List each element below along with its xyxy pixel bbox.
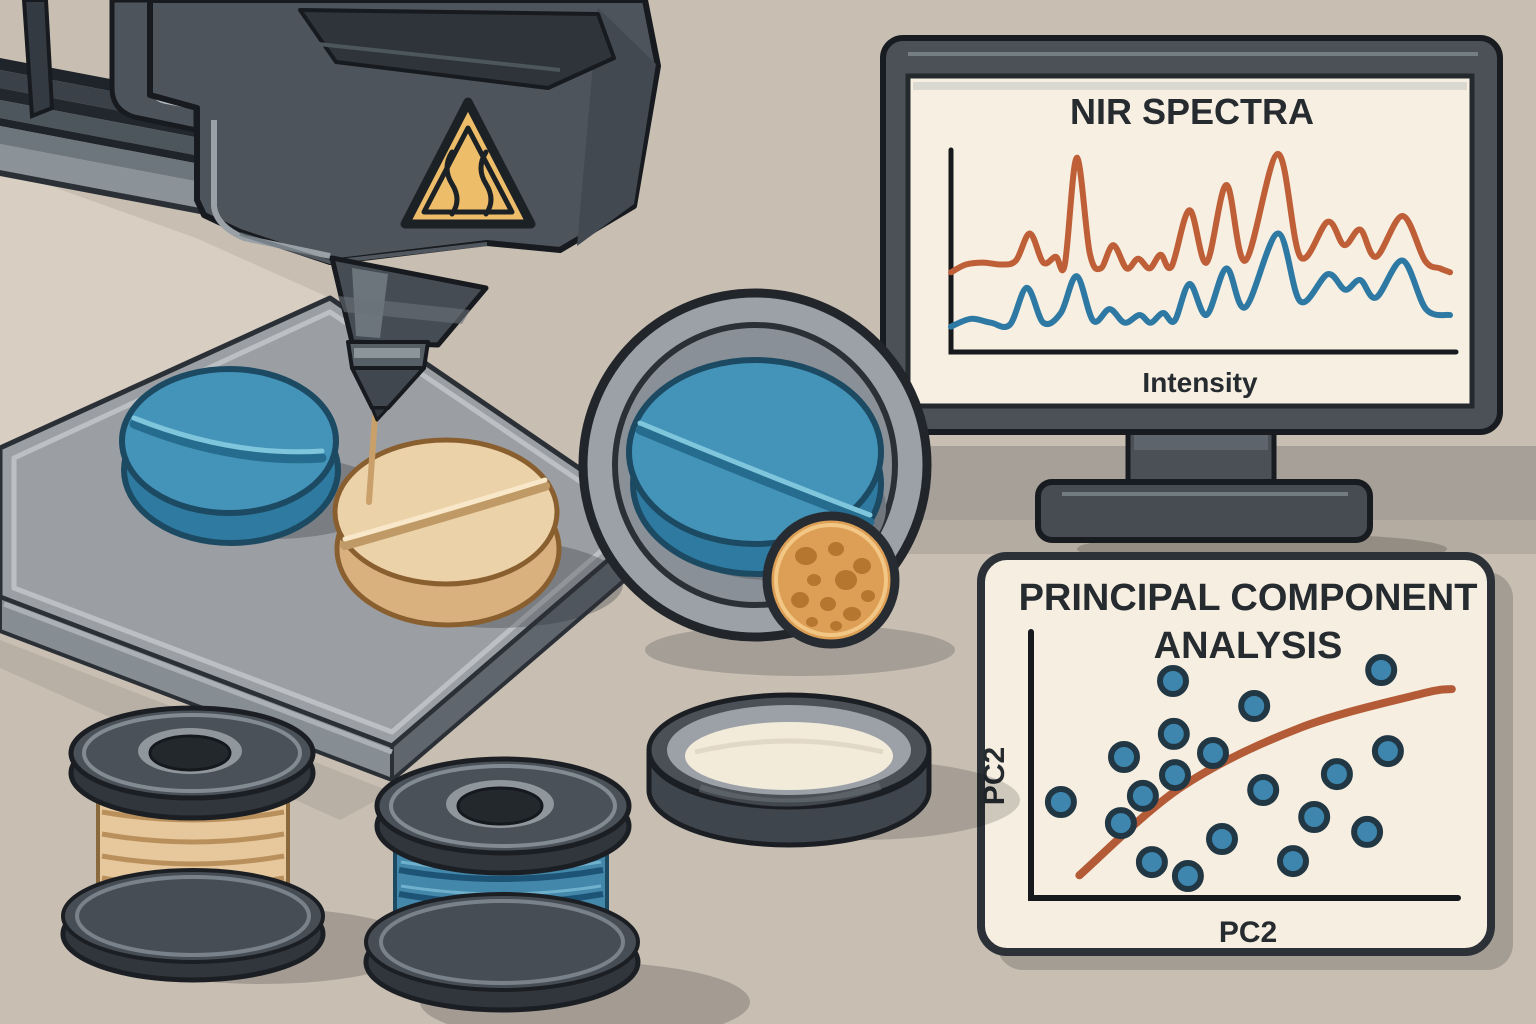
head-bevel-highlight	[211, 120, 331, 259]
pca-data-point	[1247, 774, 1280, 806]
pca-data-point	[1157, 717, 1190, 750]
pca-data-point	[1159, 759, 1191, 792]
pca-title-line1: PRINCIPAL COMPONENT	[1019, 577, 1478, 619]
pca-scatter-points	[1044, 654, 1404, 892]
pca-data-point	[1320, 758, 1353, 791]
hot-surface-warning-icon	[400, 97, 536, 229]
extruded-filament-strand	[366, 413, 378, 505]
tablet-score-line	[635, 425, 875, 527]
pca-data-point	[1371, 735, 1404, 768]
pca-data-point	[1206, 823, 1238, 855]
tablet-score-line	[129, 419, 327, 464]
pca-data-point	[1135, 846, 1168, 879]
pca-data-point	[1044, 786, 1077, 818]
pca-data-point	[1298, 801, 1331, 833]
monitor-base	[1035, 479, 1373, 543]
monitor: NIR SPECTRA Intensity	[880, 35, 1503, 565]
petri-dish	[646, 692, 1020, 848]
pca-data-point	[1108, 741, 1140, 773]
spool-hub-hole	[148, 734, 232, 772]
magnified-tablet-blue	[626, 357, 884, 577]
pca-data-point	[1277, 845, 1309, 878]
pca-panel: PRINCIPAL COMPONENT ANALYSIS PC2 PC2	[977, 552, 1513, 970]
pca-data-point	[1171, 860, 1204, 892]
spectrum-line-blue	[948, 230, 1453, 330]
pca-axes	[1028, 629, 1461, 901]
pca-x-label: PC2	[1219, 916, 1277, 949]
dish-side-highlight	[698, 782, 882, 807]
pca-title-line2: ANALYSIS	[1154, 625, 1343, 667]
filament-spool-tan	[60, 705, 420, 984]
pca-data-point	[1126, 779, 1159, 812]
spectrum-line-red	[948, 150, 1453, 276]
magnifier-inset	[578, 288, 955, 676]
pca-data-point	[1238, 690, 1271, 722]
dish-contents	[685, 722, 893, 790]
nir-chart-title: NIR SPECTRA	[1070, 91, 1314, 132]
filament-spool-blue	[363, 756, 750, 1024]
head-bottom-bevel	[239, 232, 488, 264]
pca-trend-line	[1075, 685, 1456, 880]
screen-glare	[913, 82, 1467, 90]
spool-hub-hole	[456, 786, 544, 826]
pca-data-point	[1365, 654, 1398, 686]
pca-y-label: PC2	[978, 747, 1011, 805]
plate-side-highlight	[3, 601, 393, 755]
printer-head	[109, 0, 661, 422]
nir-spectra-chart: NIR SPECTRA Intensity	[948, 91, 1459, 398]
recess-lip	[317, 42, 561, 72]
porosity-spots	[791, 542, 875, 631]
nir-chart-caption: Intensity	[1142, 367, 1258, 398]
tablet-score-line	[340, 481, 550, 550]
dish-contents-shadow	[694, 738, 884, 755]
nir-chart-axes	[948, 147, 1459, 355]
wall-light-wedge	[0, 168, 330, 452]
pca-data-point	[1197, 737, 1229, 769]
tablet-tan	[332, 437, 562, 628]
pca-data-point	[1351, 815, 1384, 848]
tablet-blue	[119, 366, 341, 546]
extruder-nozzle	[329, 255, 489, 422]
nozzle-tip	[370, 406, 390, 422]
microstructure-inset	[762, 511, 900, 649]
pca-data-point	[1157, 665, 1189, 697]
pca-data-point	[1104, 807, 1137, 840]
frame-column	[21, 0, 55, 119]
